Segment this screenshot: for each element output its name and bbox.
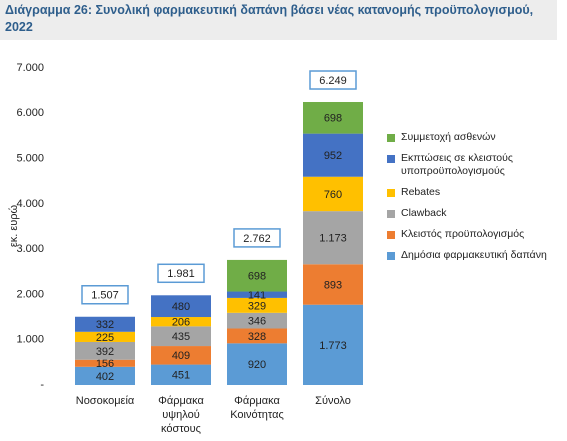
bar-segment	[303, 211, 363, 265]
data-label: 435	[172, 331, 190, 343]
legend-swatch	[387, 189, 395, 197]
total-box	[233, 228, 281, 248]
data-label: 1.773	[319, 340, 347, 352]
chart-title: Διάγραμμα 26: Συνολική φαρμακευτική δαπά…	[0, 0, 557, 40]
total-label: 1.981	[167, 268, 195, 280]
legend-item: Clawback	[387, 207, 562, 220]
bar-segment	[75, 341, 135, 360]
bar-segment	[151, 364, 211, 385]
total-label: 6.249	[319, 75, 347, 87]
legend-swatch	[387, 134, 395, 142]
legend-label: Συμμετοχή ασθενών	[401, 131, 496, 143]
bar-segment	[151, 346, 211, 365]
data-label: 480	[172, 301, 190, 313]
legend-swatch	[387, 252, 395, 260]
data-label: 451	[172, 370, 190, 382]
legend: Συμμετοχή ασθενών Εκπτώσεις σε κλειστούς …	[387, 131, 562, 262]
legend-swatch	[387, 210, 395, 218]
legend-item: Δημόσια φαρμακευτική δαπάνη	[387, 249, 562, 262]
bar-segment	[75, 316, 135, 332]
legend-item: Rebates	[387, 186, 562, 199]
legend-label: Rebates	[401, 186, 441, 198]
bar-segment	[227, 297, 287, 313]
bar-segment	[227, 343, 287, 385]
legend-label: Δημόσια φαρμακευτική δαπάνη	[401, 249, 547, 261]
bar-segment	[227, 312, 287, 329]
data-label: 409	[172, 350, 190, 362]
data-label: 920	[248, 359, 266, 371]
data-label: 698	[248, 271, 266, 283]
x-tick-label: Σύνολο	[315, 395, 351, 407]
bar-segment	[75, 331, 135, 342]
bar-segment	[227, 328, 287, 344]
data-label: 893	[324, 279, 342, 291]
bar-segment	[303, 133, 363, 177]
bar-segment	[151, 317, 211, 327]
bar-segment	[303, 102, 363, 134]
data-label: 156	[96, 358, 114, 370]
legend-label: Κλειστός προϋπολογισμός	[401, 228, 525, 240]
bar-segment	[75, 359, 135, 367]
y-tick-label: 7.000	[16, 62, 44, 74]
data-label: 402	[96, 371, 114, 383]
legend-swatch	[387, 231, 395, 239]
y-axis-label: εκ. ευρώ	[8, 204, 20, 247]
x-tick-label: Φάρμακα Κοινότητας	[230, 395, 284, 421]
bar-segment	[151, 295, 211, 318]
y-tick-label: 4.000	[16, 198, 44, 210]
total-box	[309, 70, 357, 90]
data-label: 329	[248, 300, 266, 312]
legend-label: Εκπτώσεις σε κλειστούς υποπροϋπολογισμού…	[401, 152, 513, 177]
total-box	[157, 263, 205, 284]
bar-segment	[303, 304, 363, 385]
total-label: 2.762	[243, 233, 271, 245]
legend-swatch	[387, 155, 395, 163]
data-label: 1.173	[319, 233, 347, 245]
y-tick-label: 5.000	[16, 152, 44, 164]
y-tick-label: 3.000	[16, 243, 44, 255]
data-label: 760	[324, 189, 342, 201]
data-label: 141	[248, 290, 266, 302]
legend-item: Κλειστός προϋπολογισμός	[387, 228, 562, 241]
data-label: 225	[96, 332, 114, 344]
bar-segment	[151, 326, 211, 347]
bar-segment	[303, 264, 363, 305]
data-label: 346	[248, 316, 266, 328]
data-label: 328	[248, 331, 266, 343]
bar-segment	[303, 176, 363, 212]
x-tick-label: Φάρμακα υψηλού κόστους	[158, 395, 204, 435]
bar-segment	[227, 291, 287, 298]
y-tick-label: 2.000	[16, 288, 44, 300]
total-box	[81, 285, 129, 305]
legend-item: Εκπτώσεις σε κλειστούς υποπροϋπολογισμού…	[387, 152, 562, 178]
legend-item: Συμμετοχή ασθενών	[387, 131, 562, 144]
legend-label: Clawback	[401, 207, 447, 219]
data-label: 392	[96, 346, 114, 358]
x-tick-label: Νοσοκομεία	[75, 395, 135, 407]
y-tick-label: 1.000	[16, 334, 44, 346]
data-label: 206	[172, 317, 190, 329]
y-tick-label: -	[40, 379, 44, 391]
y-tick-label: 6.000	[16, 107, 44, 119]
total-label: 1.507	[91, 290, 119, 302]
bar-segment	[227, 259, 287, 292]
bar-segment	[75, 366, 135, 385]
data-label: 332	[96, 319, 114, 331]
data-label: 952	[324, 150, 342, 162]
data-label: 698	[324, 113, 342, 125]
